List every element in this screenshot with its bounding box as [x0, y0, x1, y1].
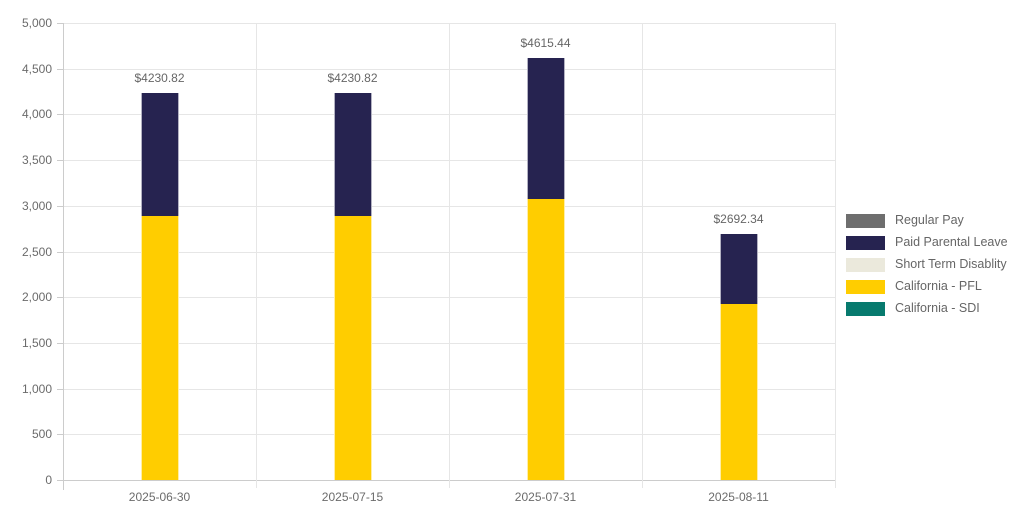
legend-swatch-icon [846, 279, 885, 294]
y-axis-tick-label: 1,500 [21, 335, 52, 350]
bar-segment-california-pfl[interactable] [333, 216, 372, 480]
category-separator-line [256, 23, 257, 488]
y-axis-tick [57, 434, 63, 436]
legend-item-label: Paid Parental Leave [895, 235, 1008, 249]
y-axis-tick [57, 251, 63, 253]
legend: Regular Pay Paid Parental Leave Short Term… [846, 213, 1008, 316]
y-axis-tick-label: 3,500 [21, 153, 52, 168]
y-axis-tick [57, 388, 63, 390]
x-axis-label: 2025-07-31 [514, 490, 577, 504]
legend-item-short-term-disablity[interactable]: Short Term Disablity [846, 257, 1008, 272]
y-axis-tick-label: 500 [31, 427, 52, 442]
y-axis-tick-label: 2,500 [21, 244, 52, 259]
y-axis-tick-label: 2,000 [21, 290, 52, 305]
y-axis-tick [57, 114, 63, 116]
bar-segment-california-pfl[interactable] [719, 304, 758, 480]
bar-total-label: $4230.82 [134, 71, 185, 86]
legend-item-label: California - SDI [895, 301, 980, 315]
y-axis-line [63, 23, 64, 490]
y-axis-tick [57, 68, 63, 70]
bar-segment-california-pfl[interactable] [140, 216, 179, 480]
legend-swatch-icon [846, 235, 885, 250]
bar-total-label: $4615.44 [520, 36, 571, 51]
bar-total-label: $4230.82 [327, 71, 378, 86]
y-axis-tick-label: 1,000 [21, 381, 52, 396]
legend-item-label: California - PFL [895, 279, 982, 293]
y-axis-tick [57, 342, 63, 344]
legend-item-california-pfl[interactable]: California - PFL [846, 279, 1008, 294]
legend-item-label: Short Term Disablity [895, 257, 1007, 271]
legend-item-regular-pay[interactable]: Regular Pay [846, 213, 1008, 228]
legend-swatch-icon [846, 213, 885, 228]
bar-total-label: $2692.34 [713, 211, 764, 226]
y-axis-tick-label: 3,000 [21, 198, 52, 213]
y-axis-tick-label: 4,500 [21, 61, 52, 76]
category-separator-line [642, 23, 643, 488]
category-separator-line [835, 23, 836, 488]
legend-item-california-sdi[interactable]: California - SDI [846, 301, 1008, 316]
x-axis-label: 2025-06-30 [128, 490, 191, 504]
bar-segment-paid-parental-leave[interactable] [333, 93, 372, 217]
bar-segment-paid-parental-leave[interactable] [719, 233, 758, 305]
x-axis-label: 2025-08-11 [708, 490, 769, 504]
y-axis-tick-label: 4,000 [21, 107, 52, 122]
bar-segment-paid-parental-leave[interactable] [140, 93, 179, 217]
bar-segment-paid-parental-leave[interactable] [526, 58, 565, 199]
legend-swatch-icon [846, 301, 885, 316]
legend-item-label: Regular Pay [895, 213, 964, 227]
y-axis-tick [57, 23, 63, 24]
y-axis-tick [57, 160, 63, 162]
legend-swatch-icon [846, 257, 885, 272]
y-axis-tick-label: 5,000 [21, 16, 52, 30]
y-axis-tick [57, 205, 63, 207]
x-axis-label: 2025-07-15 [321, 490, 384, 504]
category-separator-line [449, 23, 450, 488]
legend-item-paid-parental-leave[interactable]: Paid Parental Leave [846, 235, 1008, 250]
bar-segment-california-pfl[interactable] [526, 198, 565, 480]
y-axis-tick [57, 297, 63, 299]
y-axis-tick-label: 0 [45, 473, 52, 487]
y-axis-tick [57, 480, 63, 481]
